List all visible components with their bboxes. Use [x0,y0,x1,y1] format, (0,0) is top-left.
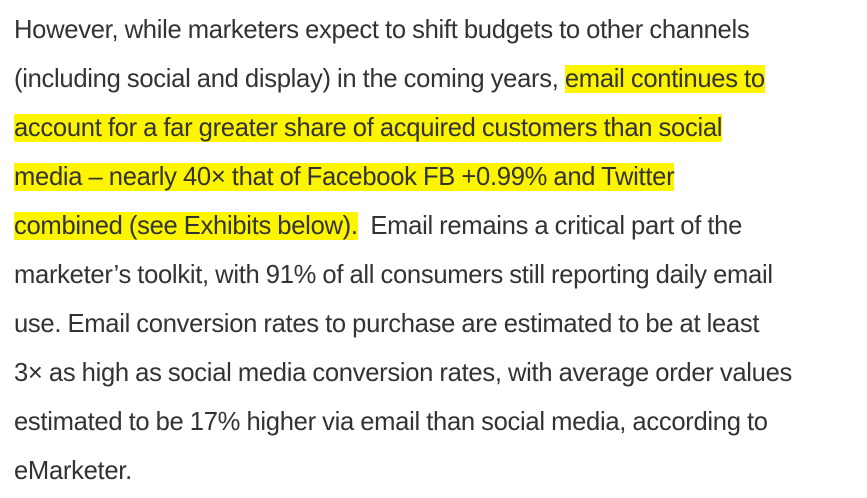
highlighted-text: media – nearly 40× that of Facebook FB +… [14,163,675,191]
plain-text: (including social and display) in the co… [14,65,565,93]
text-line-1: However, while marketers expect to shift… [14,6,864,55]
highlighted-text: account for a far greater share of acqui… [14,114,723,142]
plain-text: 3× as high as social media conversion ra… [14,359,793,387]
text-line-4: media – nearly 40× that of Facebook FB +… [14,153,864,202]
article-paragraph: However, while marketers expect to shift… [14,6,864,496]
plain-text: use. Email conversion rates to purchase … [14,310,760,338]
text-line-2: (including social and display) in the co… [14,55,864,104]
plain-text: However, while marketers expect to shift… [14,16,750,44]
plain-text: Email remains a critical part of the [357,212,743,240]
text-line-9: estimated to be 17% higher via email tha… [14,398,864,447]
text-line-10: eMarketer. [14,447,864,496]
text-line-5: combined (see Exhibits below). Email rem… [14,202,864,251]
highlighted-text: combined (see Exhibits below). [14,212,358,240]
plain-text: eMarketer. [14,457,132,485]
highlighted-text: email continues to [564,65,765,93]
plain-text: estimated to be 17% higher via email tha… [14,408,768,436]
plain-text: marketer’s toolkit, with 91% of all cons… [14,261,773,289]
text-line-8: 3× as high as social media conversion ra… [14,349,864,398]
text-line-6: marketer’s toolkit, with 91% of all cons… [14,251,864,300]
text-line-3: account for a far greater share of acqui… [14,104,864,153]
text-line-7: use. Email conversion rates to purchase … [14,300,864,349]
